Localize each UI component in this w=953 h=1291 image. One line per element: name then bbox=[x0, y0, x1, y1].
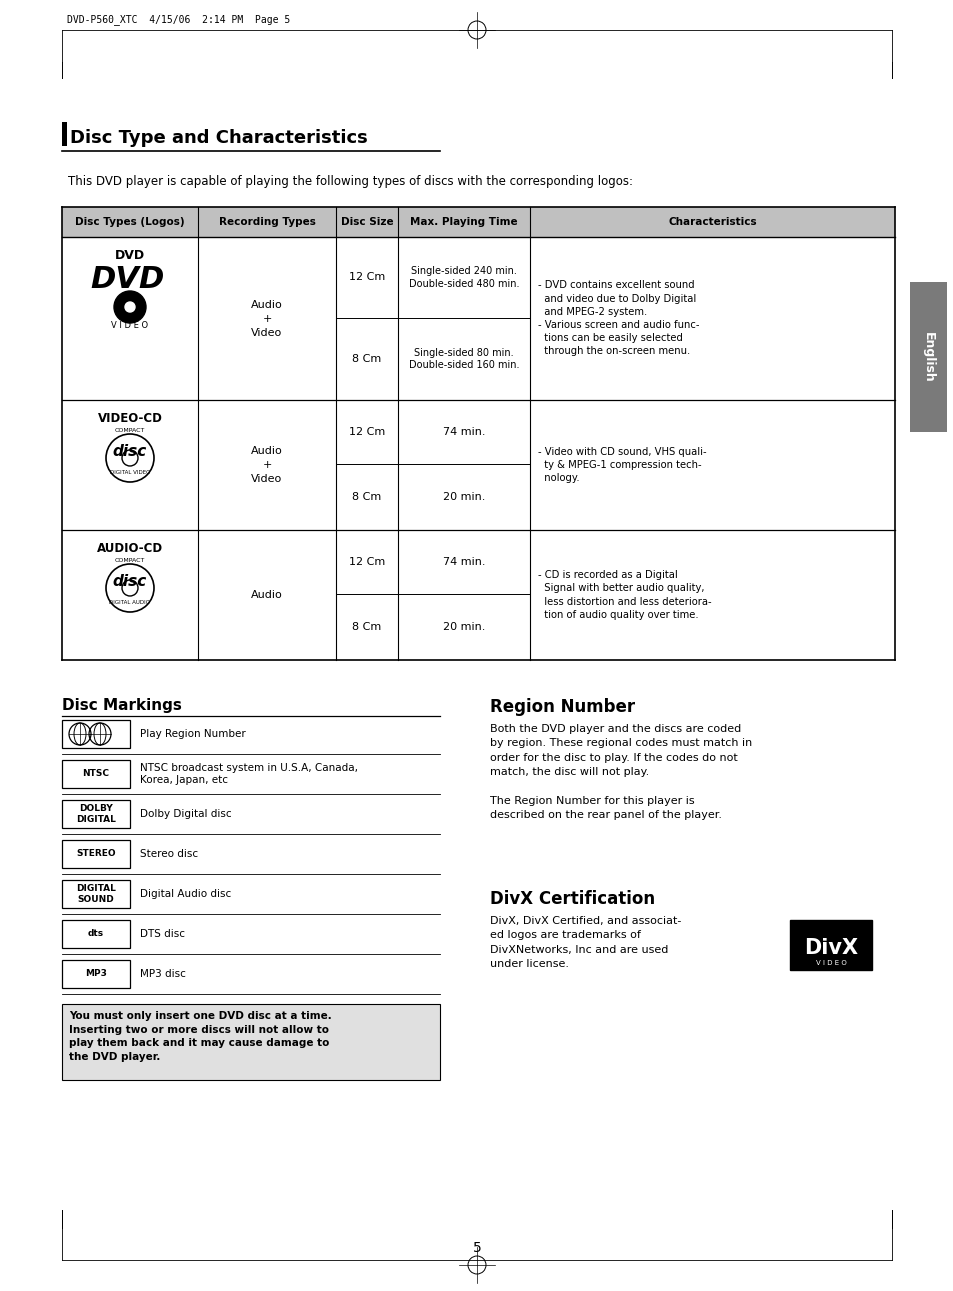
Bar bbox=[62, 760, 130, 788]
Text: DTS disc: DTS disc bbox=[140, 930, 185, 939]
Text: Characteristics: Characteristics bbox=[667, 217, 756, 227]
Circle shape bbox=[125, 302, 135, 312]
Text: DIGITAL VIDEO: DIGITAL VIDEO bbox=[110, 470, 150, 475]
Text: disc: disc bbox=[112, 444, 147, 460]
Text: You must only insert one DVD disc at a time.
Inserting two or more discs will no: You must only insert one DVD disc at a t… bbox=[69, 1011, 332, 1061]
Text: DivX: DivX bbox=[803, 939, 857, 958]
Text: 12 Cm: 12 Cm bbox=[349, 556, 385, 567]
Text: 12 Cm: 12 Cm bbox=[349, 427, 385, 436]
Text: Disc Type and Characteristics: Disc Type and Characteristics bbox=[70, 129, 367, 147]
Text: 20 min.: 20 min. bbox=[442, 622, 485, 633]
Text: 8 Cm: 8 Cm bbox=[352, 622, 381, 633]
Text: This DVD player is capable of playing the following types of discs with the corr: This DVD player is capable of playing th… bbox=[68, 176, 633, 188]
Text: DVD: DVD bbox=[114, 249, 145, 262]
Text: Single-sided 80 min.
Double-sided 160 min.: Single-sided 80 min. Double-sided 160 mi… bbox=[408, 347, 518, 371]
Bar bbox=[62, 840, 130, 868]
Text: Digital Audio disc: Digital Audio disc bbox=[140, 889, 231, 899]
Text: English: English bbox=[921, 332, 934, 382]
Text: Audio: Audio bbox=[251, 590, 283, 600]
Text: VIDEO-CD: VIDEO-CD bbox=[97, 412, 162, 425]
Text: 74 min.: 74 min. bbox=[442, 427, 485, 436]
Text: 8 Cm: 8 Cm bbox=[352, 492, 381, 502]
Text: DIGITAL AUDIO: DIGITAL AUDIO bbox=[110, 599, 151, 604]
Text: 12 Cm: 12 Cm bbox=[349, 272, 385, 283]
Text: MP3: MP3 bbox=[85, 970, 107, 979]
Text: Disc Types (Logos): Disc Types (Logos) bbox=[75, 217, 185, 227]
Text: - CD is recorded as a Digital
  Signal with better audio quality,
  less distort: - CD is recorded as a Digital Signal wit… bbox=[537, 571, 711, 620]
Text: DVD-P560_XTC  4/15/06  2:14 PM  Page 5: DVD-P560_XTC 4/15/06 2:14 PM Page 5 bbox=[67, 14, 290, 26]
Text: AUDIO-CD: AUDIO-CD bbox=[97, 542, 163, 555]
Text: Play Region Number: Play Region Number bbox=[140, 729, 246, 738]
Text: 8 Cm: 8 Cm bbox=[352, 354, 381, 364]
Text: 74 min.: 74 min. bbox=[442, 556, 485, 567]
Text: Audio
+
Video: Audio + Video bbox=[251, 445, 283, 484]
Text: NTSC: NTSC bbox=[82, 769, 110, 778]
Bar bbox=[62, 1004, 439, 1081]
Bar bbox=[909, 281, 946, 432]
Text: Both the DVD player and the discs are coded
by region. These regional codes must: Both the DVD player and the discs are co… bbox=[490, 724, 752, 820]
Text: Audio
+
Video: Audio + Video bbox=[251, 300, 283, 337]
Bar bbox=[789, 920, 871, 970]
Text: MP3 disc: MP3 disc bbox=[140, 970, 186, 979]
Text: COMPACT: COMPACT bbox=[114, 558, 145, 563]
Text: V I D E O: V I D E O bbox=[112, 320, 149, 329]
Bar bbox=[62, 880, 130, 908]
Bar bbox=[62, 720, 130, 747]
Bar bbox=[62, 961, 130, 988]
Text: 5: 5 bbox=[472, 1241, 481, 1255]
Bar bbox=[62, 920, 130, 948]
Text: - Video with CD sound, VHS quali-
  ty & MPEG-1 compression tech-
  nology.: - Video with CD sound, VHS quali- ty & M… bbox=[537, 447, 706, 483]
Text: DVD: DVD bbox=[91, 266, 165, 294]
Text: Single-sided 240 min.
Double-sided 480 min.: Single-sided 240 min. Double-sided 480 m… bbox=[408, 266, 518, 289]
Text: DivX, DivX Certified, and associat-
ed logos are trademarks of
DivXNetworks, Inc: DivX, DivX Certified, and associat- ed l… bbox=[490, 917, 680, 970]
Text: NTSC broadcast system in U.S.A, Canada,
Korea, Japan, etc: NTSC broadcast system in U.S.A, Canada, … bbox=[140, 763, 357, 785]
Text: - DVD contains excellent sound
  and video due to Dolby Digital
  and MPEG-2 sys: - DVD contains excellent sound and video… bbox=[537, 280, 699, 356]
Text: disc: disc bbox=[112, 574, 147, 590]
Text: STEREO: STEREO bbox=[76, 849, 115, 859]
Bar bbox=[62, 123, 67, 146]
Text: Region Number: Region Number bbox=[490, 698, 635, 717]
Text: DOLBY
DIGITAL: DOLBY DIGITAL bbox=[76, 804, 116, 824]
Bar bbox=[62, 800, 130, 828]
Circle shape bbox=[113, 290, 146, 323]
Text: 20 min.: 20 min. bbox=[442, 492, 485, 502]
Text: DIGITAL
SOUND: DIGITAL SOUND bbox=[76, 884, 116, 904]
Text: COMPACT: COMPACT bbox=[114, 427, 145, 432]
Text: DivX Certification: DivX Certification bbox=[490, 889, 655, 908]
Text: Recording Types: Recording Types bbox=[218, 217, 315, 227]
Text: V I D E O: V I D E O bbox=[815, 961, 845, 966]
Text: Max. Playing Time: Max. Playing Time bbox=[410, 217, 517, 227]
Text: dts: dts bbox=[88, 930, 104, 939]
Text: Disc Size: Disc Size bbox=[340, 217, 393, 227]
Bar bbox=[62, 207, 894, 238]
Text: Disc Markings: Disc Markings bbox=[62, 698, 182, 713]
Text: Dolby Digital disc: Dolby Digital disc bbox=[140, 809, 232, 818]
Text: Stereo disc: Stereo disc bbox=[140, 849, 198, 859]
